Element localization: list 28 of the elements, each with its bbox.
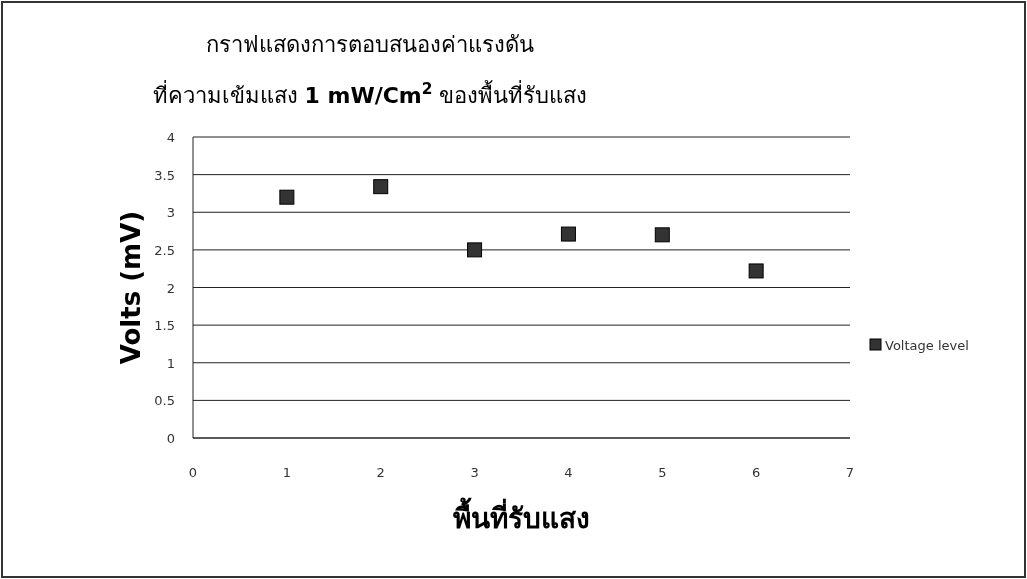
y-tick-label: 3.5 bbox=[154, 167, 175, 183]
text: ที่ความเข้มแสง 1 mW/Cm$^{2}$ ของพื้นที่รับแสง bbox=[152, 80, 588, 108]
y-axis-title: Volts (mV) bbox=[116, 210, 146, 365]
y-tick-label: 1.5 bbox=[154, 318, 175, 334]
point bbox=[279, 189, 295, 205]
y-tick-label: 0 bbox=[166, 431, 175, 446]
x-tick-label: 6 bbox=[752, 465, 761, 480]
x-tick-label: 2 bbox=[376, 465, 385, 480]
y-tick-label: 1 bbox=[166, 355, 175, 371]
y-tick-label: 2 bbox=[166, 280, 175, 296]
point bbox=[467, 242, 483, 258]
x-tick-label: 1 bbox=[282, 465, 291, 480]
point bbox=[654, 227, 670, 243]
y-tick-label: 2.5 bbox=[154, 242, 175, 258]
x-tick-label: 5 bbox=[658, 465, 667, 480]
point bbox=[748, 263, 764, 279]
x-axis-title: พื้นที่รับแสง bbox=[453, 497, 590, 535]
y-tick-label: 0.5 bbox=[154, 393, 175, 409]
point bbox=[373, 179, 389, 195]
x-tick-label: 3 bbox=[470, 465, 479, 480]
y-tick-label: 4 bbox=[166, 130, 175, 145]
x-tick-label: 0 bbox=[188, 465, 198, 480]
legend-label: Voltage level bbox=[885, 338, 969, 353]
x-tick-label: 7 bbox=[845, 465, 855, 480]
point bbox=[560, 226, 576, 242]
y-tick-label: 3 bbox=[166, 205, 175, 221]
x-tick-label: 4 bbox=[564, 465, 573, 480]
chart-title: กราฟแสดงการตอบสนองค่าแรงดัน bbox=[206, 32, 534, 57]
